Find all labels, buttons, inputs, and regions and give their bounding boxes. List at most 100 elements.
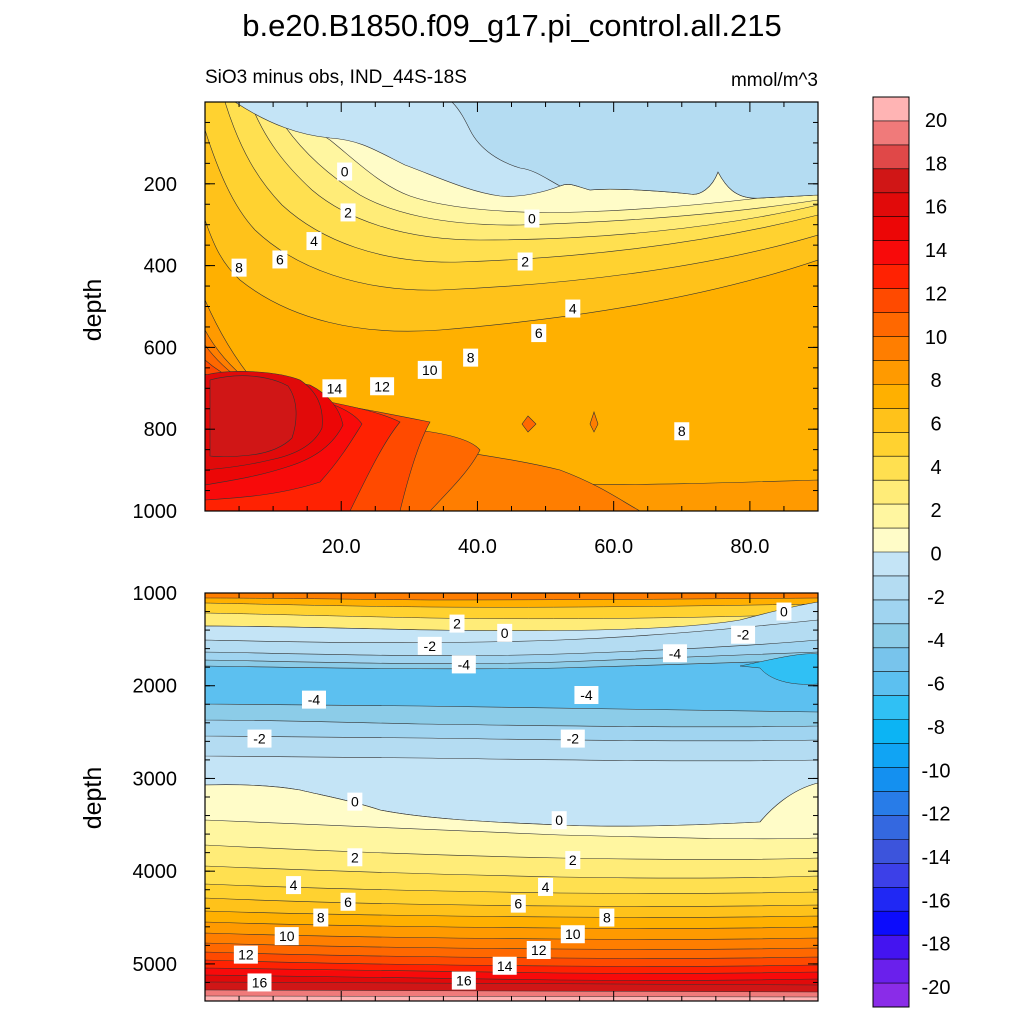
top-contour-label-text: 6 (535, 325, 543, 341)
top-contour-label-box (417, 360, 442, 379)
top-y-tick-label: 800 (144, 419, 177, 441)
colorbar-box (873, 863, 909, 888)
top-contour-label-box (337, 162, 353, 181)
colorbar-box (873, 504, 909, 529)
top-contour-label: 6 (531, 324, 547, 343)
top-contour-label: 14 (322, 379, 347, 398)
bottom-contour-label-box (417, 636, 442, 655)
bottom-contour-label: -2 (247, 729, 272, 748)
bottom-contour-label-box (449, 614, 465, 633)
top-contour-label-text: 4 (569, 301, 577, 317)
colorbar-tick-label: -14 (922, 847, 951, 869)
colorbar-tick-label: 10 (925, 327, 947, 349)
top-contour-label-box (531, 324, 547, 343)
bottom-contour-label-text: -2 (424, 638, 437, 654)
colorbar-box (873, 719, 909, 745)
bottom-contour-label-text: -4 (669, 645, 682, 661)
top-contour-label: 2 (340, 203, 356, 222)
colorbar-tick-label: 6 (930, 413, 941, 435)
top-contour-label-text: 10 (422, 362, 438, 378)
top-contour-label-box (370, 377, 395, 396)
colorbar-tick-label: 20 (925, 110, 947, 132)
top-contour-label-text: 8 (235, 260, 243, 276)
colorbar-box (873, 336, 909, 361)
colorbar-tick-label: 16 (925, 197, 947, 219)
bottom-contour-label-box (731, 625, 756, 644)
top-contour-label-box (306, 232, 322, 251)
top-y-tick-label: 400 (144, 256, 177, 278)
colorbar: 20181614121086420-2-4-6-8-10-12-14-16-18… (872, 96, 951, 1008)
bottom-contour-label: 2 (449, 614, 465, 633)
bottom-contour-label: 6 (340, 892, 356, 911)
top-contour-label: 2 (517, 252, 533, 271)
colorbar-box (873, 168, 909, 194)
colorbar-box (873, 192, 909, 218)
colorbar-box (873, 935, 909, 960)
bottom-contour-label-text: 8 (603, 910, 611, 926)
bottom-contour-label: -4 (574, 686, 599, 704)
bottom-contour-label-text: -4 (308, 692, 321, 708)
colorbar-tick-label: -8 (927, 717, 945, 739)
bottom-contour-field (205, 593, 818, 1001)
colorbar-labels: 20181614121086420-2-4-6-8-10-12-14-16-18… (922, 110, 951, 999)
bottom-contour-label: 10 (274, 927, 299, 946)
top-contour-label-text: 8 (467, 350, 475, 366)
bottom-contour-label: -4 (301, 690, 326, 709)
top-contour-label: 4 (565, 299, 581, 318)
bottom-contour-label-text: -4 (458, 656, 471, 672)
colorbar-box (873, 144, 909, 170)
bottom-contour-label-box (560, 925, 585, 944)
bottom-contour-label: 0 (347, 792, 363, 811)
bottom-contour-label: 6 (510, 894, 526, 913)
bottom-contour-label-text: 14 (497, 958, 513, 974)
top-contour-label: 12 (370, 377, 395, 396)
colorbar-box (873, 240, 909, 266)
bottom-contour-label-box (599, 908, 615, 927)
top-x-tick-label: 20.0 (322, 536, 361, 558)
bottom-y-tick-label: 3000 (133, 768, 178, 790)
bottom-contour-label: 16 (247, 973, 272, 992)
bottom-contour-label: 0 (551, 811, 567, 830)
bottom-contour-label-text: -2 (567, 731, 580, 747)
top-contour-label: 10 (417, 360, 442, 379)
top-contour-label-box (463, 348, 479, 367)
top-contour-label-box (231, 258, 247, 277)
bottom-contour-label-text: 2 (569, 852, 577, 868)
bottom-contour-label-text: 6 (514, 896, 522, 912)
top-contour-label-box (272, 250, 288, 269)
bottom-contour-label-text: -2 (253, 731, 266, 747)
top-contour-label-text: 0 (528, 211, 536, 227)
top-x-tick-label: 40.0 (458, 536, 497, 558)
bottom-contour-label-box (574, 686, 599, 704)
bottom-contour-label: -2 (417, 636, 442, 655)
bottom-contour-label-text: 12 (238, 947, 254, 963)
bottom-contour-label: 0 (776, 602, 792, 621)
colorbar-box (873, 911, 909, 936)
colorbar-box (873, 887, 909, 912)
colorbar-box (873, 791, 909, 816)
colorbar-tick-label: -18 (922, 934, 951, 956)
top-panel: SiO3 minus obs, IND_44S-18S mmol/m^3 (79, 67, 819, 558)
top-contour-labels: 0 0 2 2 4 4 6 6 8 8 8 10 12 14 (231, 162, 690, 441)
bottom-y-tick-label: 1000 (133, 583, 178, 605)
bottom-contour-label-box (313, 908, 329, 927)
top-contour-label: 4 (306, 232, 322, 251)
bottom-contour-label: 4 (538, 877, 554, 896)
top-subtitle-right: mmol/m^3 (731, 70, 818, 91)
bottom-y-tick-label: 5000 (133, 954, 178, 976)
top-contour-label-box (524, 209, 540, 228)
colorbar-tick-label: -2 (927, 587, 945, 609)
bottom-ylabel: depth (79, 767, 107, 830)
bottom-contour-label: 12 (526, 941, 551, 959)
bottom-contour-label-box (551, 811, 567, 830)
colorbar-box (873, 456, 909, 481)
colorbar-box (873, 312, 909, 337)
colorbar-box (873, 360, 909, 385)
bottom-contour-label-box (776, 602, 792, 621)
bottom-contour-label-text: 8 (317, 910, 325, 926)
top-ylabel: depth (79, 279, 107, 342)
bottom-contour-label-box (662, 644, 687, 663)
top-contour-label-text: 2 (521, 254, 529, 270)
